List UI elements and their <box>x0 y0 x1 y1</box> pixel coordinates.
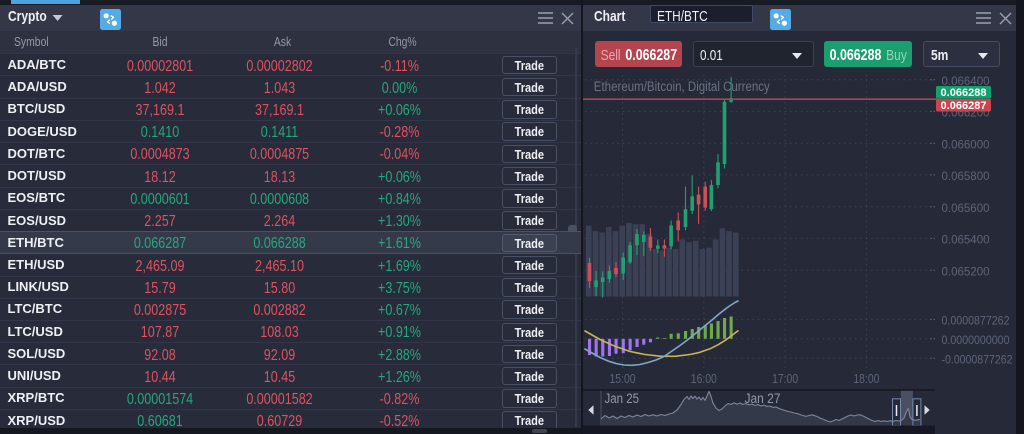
svg-text:0.0000000000: 0.0000000000 <box>942 333 1010 347</box>
svg-text:17:00: 17:00 <box>772 372 798 386</box>
svg-text:0.066400: 0.066400 <box>942 74 990 88</box>
svg-text:16:00: 16:00 <box>691 372 717 386</box>
svg-text:0.065600: 0.065600 <box>942 201 990 215</box>
svg-text:15:00: 15:00 <box>610 372 636 386</box>
svg-text:0.065400: 0.065400 <box>942 233 990 247</box>
svg-text:0.066000: 0.066000 <box>942 138 990 152</box>
svg-text:Jan 25: Jan 25 <box>605 391 640 406</box>
svg-text:0.065800: 0.065800 <box>942 169 990 183</box>
svg-text:0.065200: 0.065200 <box>942 265 990 279</box>
svg-text:18:00: 18:00 <box>853 372 879 386</box>
svg-text:0.0000877262: 0.0000877262 <box>942 314 1010 328</box>
svg-text:Jan 27: Jan 27 <box>745 391 781 406</box>
svg-text:0.066287: 0.066287 <box>941 100 987 112</box>
svg-text:-0.0000877262: -0.0000877262 <box>942 353 1013 367</box>
svg-text:Ethereum/Bitcoin, Digital Curr: Ethereum/Bitcoin, Digital Currency <box>594 79 770 94</box>
svg-text:0.066288: 0.066288 <box>941 87 987 99</box>
